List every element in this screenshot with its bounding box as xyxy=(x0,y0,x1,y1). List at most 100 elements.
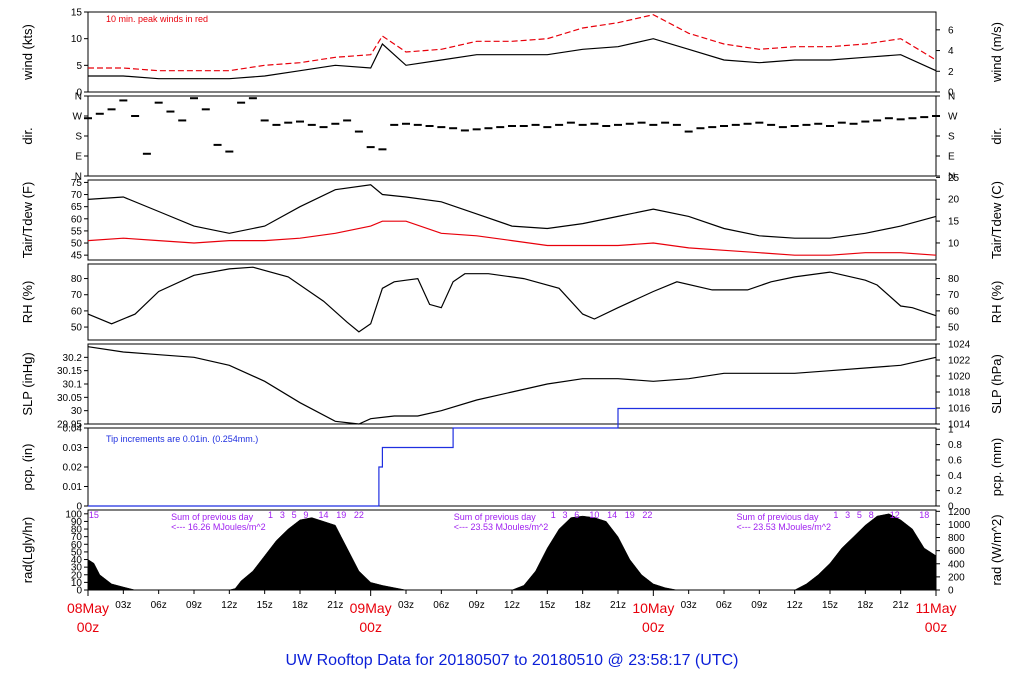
precip-ytick-label: 0.03 xyxy=(63,443,83,454)
x-tick-label: 12z xyxy=(504,600,520,611)
wind-series-1 xyxy=(88,14,937,72)
radiation-hour-mark: 22 xyxy=(354,510,364,520)
x-tick-label: 03z xyxy=(681,600,697,611)
pressure-ytick-label: 30.15 xyxy=(57,366,82,377)
radiation-hour-mark: 18 xyxy=(919,510,929,520)
radiation-daily-note: <--- 23.53 MJoules/m^2 xyxy=(454,522,549,532)
radiation-hour-mark: 3 xyxy=(280,510,285,520)
radiation-hour-mark: 14 xyxy=(319,510,329,520)
pressure-ytick-right-label: 1024 xyxy=(948,340,971,351)
radiation-hour-mark: 1 xyxy=(551,510,556,520)
x-tick-label: 18z xyxy=(575,600,591,611)
radiation-hour-mark: 1 xyxy=(833,510,838,520)
radiation-hour-mark: 3 xyxy=(562,510,567,520)
temperature-frame xyxy=(87,179,937,261)
rh-ylabel: RH (%) xyxy=(20,281,35,324)
dir-ytick-right-label: E xyxy=(948,152,955,163)
radiation-ytick-right-label: 600 xyxy=(948,546,965,557)
x-tick-label: 18z xyxy=(857,600,873,611)
radiation-ytick-label: 40 xyxy=(71,555,83,566)
precip-ylabel-right: pcp. (mm) xyxy=(989,438,1004,497)
radiation-daily-note: <--- 23.53 MJoules/m^2 xyxy=(736,522,831,532)
dir-ytick-right-label: W xyxy=(948,112,958,123)
radiation-ytick-label: 0 xyxy=(76,586,82,597)
wind-series-0 xyxy=(88,38,937,80)
radiation-area xyxy=(87,513,937,591)
precip-ylabel: pcp. (in) xyxy=(20,444,35,491)
pressure-ytick-label: 30.05 xyxy=(57,393,82,404)
panel-precip: 0 0.01 0.02 0.03 0.04 0 0.2 0.4 0.6 0.8 1 pcp. (in)… xyxy=(20,407,1004,513)
precip-ytick-label: 0.04 xyxy=(63,424,83,435)
x-tick-label: 21z xyxy=(893,600,909,611)
rh-ytick-label: 50 xyxy=(71,323,83,334)
pressure-ytick-right-label: 1016 xyxy=(948,404,971,415)
dir-ylabel: dir. xyxy=(20,127,35,144)
radiation-ytick-label: 90 xyxy=(71,517,83,528)
rh-ytick-label: 60 xyxy=(71,306,83,317)
radiation-ytick-right-label: 1200 xyxy=(948,507,971,518)
dir-ylabel-right: dir. xyxy=(989,127,1004,144)
radiation-ytick-right-label: 1000 xyxy=(948,520,971,531)
dir-ytick-label: W xyxy=(73,112,83,123)
pressure-ytick-right-label: 1020 xyxy=(948,372,971,383)
pressure-series-0 xyxy=(87,346,937,425)
dir-ytick-right-label: N xyxy=(948,92,955,103)
dir-ytick-right-label: S xyxy=(948,132,955,143)
x-day-hour: 00z xyxy=(642,619,665,635)
precip-ytick-right-label: 0.8 xyxy=(948,440,962,451)
dir-ytick-label: E xyxy=(75,152,82,163)
radiation-ytick-right-label: 0 xyxy=(948,586,954,597)
x-day-date: 11May xyxy=(916,600,957,616)
precip-ytick-label: 0.01 xyxy=(63,482,83,493)
temperature-ylabel-right: Tair/Tdew (C) xyxy=(989,181,1004,259)
panel-rh: 50 60 70 80 50 60 70 80 RH (%) RH (%) xyxy=(20,263,1004,341)
radiation-hour-mark: 5 xyxy=(857,510,862,520)
pressure-ytick-right-label: 1014 xyxy=(948,420,971,431)
pressure-ytick-label: 29.95 xyxy=(57,420,82,431)
radiation-daily-note: Sum of previous day xyxy=(736,512,819,522)
radiation-ytick-label: 30 xyxy=(71,563,83,574)
temperature-ylabel: Tair/Tdew (F) xyxy=(20,182,35,259)
rh-ytick-right-label: 70 xyxy=(948,290,960,301)
x-day-date: 10May xyxy=(632,600,674,616)
wind-ytick-right-label: 0 xyxy=(948,88,954,99)
x-tick-label: 18z xyxy=(292,600,308,611)
radiation-ytick-label: 10 xyxy=(71,578,83,589)
x-tick-label: 12z xyxy=(221,600,237,611)
wind-ytick-label: 5 xyxy=(76,61,82,72)
temperature-ytick-right-label: 20 xyxy=(948,195,960,206)
radiation-hour-mark: 3 xyxy=(845,510,850,520)
radiation-hour-mark: 19 xyxy=(336,510,346,520)
temperature-ytick-label: 55 xyxy=(71,226,83,237)
x-tick-label: 06z xyxy=(151,600,167,611)
x-tick-label: 03z xyxy=(398,600,414,611)
radiation-ytick-label: 50 xyxy=(71,547,83,558)
pressure-ytick-label: 30.1 xyxy=(63,380,83,391)
wind-ytick-label: 0 xyxy=(76,88,82,99)
x-tick-label: 15z xyxy=(539,600,555,611)
x-axis: 03z 06z 09z 12z 15z 18z 21z 03z 06z 09z 12z 15z 18z 2… xyxy=(67,590,957,635)
pressure-frame xyxy=(87,343,937,425)
wind-ytick-right-label: 6 xyxy=(948,25,954,36)
x-tick-label: 09z xyxy=(469,600,485,611)
x-day-date: 09May xyxy=(350,600,392,616)
radiation-ytick-label: 70 xyxy=(71,532,83,543)
precip-ytick-right-label: 0.4 xyxy=(948,471,962,482)
radiation-ytick-right-label: 400 xyxy=(948,559,965,570)
rh-ytick-right-label: 80 xyxy=(948,274,960,285)
rh-ytick-label: 70 xyxy=(71,290,83,301)
temperature-ytick-right-label: 15 xyxy=(948,217,960,228)
x-tick-label: 03z xyxy=(115,600,131,611)
rh-ytick-right-label: 50 xyxy=(948,323,960,334)
temperature-ytick-right-label: 10 xyxy=(948,238,960,249)
x-tick-label: 15z xyxy=(257,600,273,611)
wind-ytick-label: 15 xyxy=(71,8,83,19)
rh-ytick-right-label: 60 xyxy=(948,306,960,317)
radiation-ytick-label: 60 xyxy=(71,540,83,551)
x-day-hour: 00z xyxy=(77,619,100,635)
radiation-daily-note: Sum of previous day xyxy=(454,512,537,522)
x-tick-label: 21z xyxy=(610,600,626,611)
x-tick-label: 06z xyxy=(433,600,449,611)
